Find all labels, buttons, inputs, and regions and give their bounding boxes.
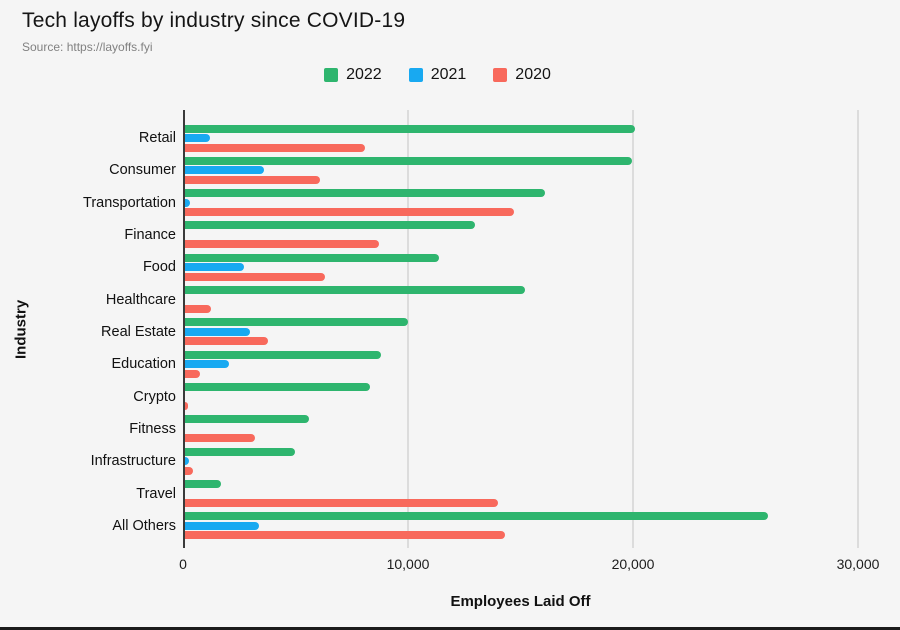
category-label-transportation: Transportation: [83, 194, 176, 211]
bar-2022-infrastructure: [185, 447, 296, 456]
bar-2020-real-estate: [185, 337, 269, 346]
legend-label: 2022: [346, 66, 382, 83]
bar-2020-food: [185, 272, 325, 281]
bar-2022-retail: [185, 124, 635, 133]
x-tick-label-20000: 20,000: [611, 556, 655, 572]
gridline-20000: [632, 110, 634, 548]
category-label-finance: Finance: [124, 226, 176, 243]
category-label-education: Education: [111, 356, 177, 373]
legend-item-2022: 2022: [324, 66, 382, 84]
y-axis-line: [183, 110, 185, 548]
bar-2021-food: [185, 263, 244, 272]
bar-2021-consumer: [185, 166, 264, 175]
bar-group-retail: [185, 124, 635, 152]
plot-area: [183, 110, 875, 548]
category-label-fitness: Fitness: [129, 420, 176, 437]
legend-item-2021: 2021: [408, 66, 467, 84]
bar-group-crypto: [185, 383, 370, 411]
bar-2021-retail: [185, 134, 210, 142]
bar-2021-education: [185, 360, 229, 369]
bar-2022-crypto: [185, 383, 370, 392]
legend-label: 2021: [430, 66, 467, 83]
chart-source: Source: https://layoffs.fyi: [22, 40, 153, 54]
bar-2020-crypto: [185, 402, 188, 411]
bar-2022-transportation: [185, 189, 545, 198]
category-label-food: Food: [142, 259, 176, 276]
bar-2022-travel: [185, 480, 221, 489]
bar-group-food: [185, 253, 440, 281]
bar-2020-infrastructure: [185, 466, 193, 475]
bar-group-real-estate: [185, 318, 408, 346]
x-tick-label-10000: 10,000: [386, 556, 430, 572]
bar-group-transportation: [185, 189, 545, 217]
legend-item-2020: 2020: [493, 66, 551, 84]
bar-2022-all-others: [185, 512, 768, 521]
bar-2022-real-estate: [185, 318, 408, 327]
bar-group-healthcare: [185, 286, 525, 314]
bar-2020-all-others: [185, 531, 505, 540]
bar-2022-finance: [185, 221, 476, 230]
category-label-travel: Travel: [136, 485, 176, 502]
legend-swatch-2022: [324, 68, 339, 82]
legend-label: 2020: [515, 66, 551, 83]
legend: 2022 2021 2020: [100, 66, 775, 84]
bar-2021-real-estate: [185, 327, 251, 336]
chart-title: Tech layoffs by industry since COVID-19: [22, 9, 406, 32]
category-label-healthcare: Healthcare: [105, 291, 176, 308]
x-tick-label-0: 0: [179, 556, 187, 572]
category-label-consumer: Consumer: [109, 162, 176, 179]
x-axis-title: Employees Laid Off: [450, 593, 591, 610]
legend-swatch-2021: [408, 68, 423, 82]
bar-2020-consumer: [185, 175, 320, 184]
category-label-retail: Retail: [138, 130, 176, 146]
bar-group-infrastructure: [185, 447, 296, 475]
category-labels: Retail Consumer Transportation Finance Food H…: [0, 110, 176, 548]
bar-2022-consumer: [185, 156, 632, 165]
bar-group-all-others: [185, 512, 768, 540]
bar-2020-transportation: [185, 208, 514, 217]
bar-2020-retail: [185, 143, 365, 152]
category-label-real-estate: Real Estate: [101, 323, 176, 340]
bar-group-consumer: [185, 156, 632, 184]
bar-2020-education: [185, 369, 200, 378]
x-tick-label-30000: 30,000: [836, 556, 880, 572]
bar-2020-healthcare: [185, 305, 211, 314]
bar-2022-education: [185, 350, 381, 359]
bar-2022-healthcare: [185, 286, 525, 295]
bar-2021-all-others: [185, 521, 260, 530]
category-label-infrastructure: Infrastructure: [90, 453, 176, 470]
x-axis-ticks: 0 10,000 20,000 30,000: [179, 556, 879, 576]
bar-group-travel: [185, 480, 498, 508]
bar-group-finance: [185, 221, 476, 249]
bar-2020-fitness: [185, 434, 255, 443]
category-label-crypto: Crypto: [133, 388, 176, 405]
bar-2020-travel: [185, 499, 498, 508]
legend-swatch-2020: [493, 68, 508, 82]
gridline-10000: [407, 110, 409, 548]
bar-2021-transportation: [185, 198, 190, 207]
bar-group-fitness: [185, 415, 309, 443]
bar-group-education: [185, 350, 381, 378]
gridline-30000: [857, 110, 859, 548]
bar-2022-fitness: [185, 415, 309, 424]
bar-2020-finance: [185, 240, 379, 249]
bar-2022-food: [185, 253, 440, 262]
category-label-all-others: All Others: [112, 517, 176, 534]
bar-2021-infrastructure: [185, 457, 190, 466]
